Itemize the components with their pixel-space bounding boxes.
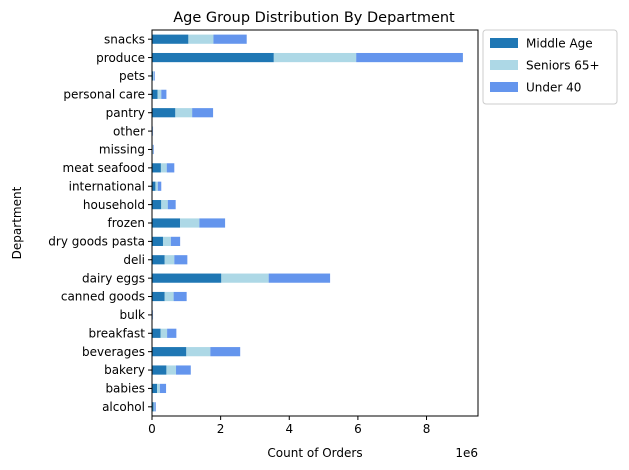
bar-segment: [152, 365, 167, 375]
bar-segment: [167, 200, 176, 210]
bar-segment: [186, 347, 211, 357]
y-tick-label: deli: [123, 253, 145, 267]
legend-swatch: [490, 38, 518, 48]
bar-segment: [173, 291, 187, 302]
bar-segment: [166, 365, 177, 375]
x-tick-layer: 0 2 4 6 8: [148, 416, 430, 436]
y-tick-label: pantry: [106, 106, 145, 120]
bar-segment: [153, 144, 154, 155]
bar-segment: [152, 163, 161, 173]
y-tick-label: breakfast: [88, 326, 145, 340]
bar-segment: [152, 218, 181, 228]
y-axis-label: Department: [10, 186, 24, 259]
bar-segment: [221, 273, 269, 283]
legend-swatch: [490, 60, 518, 70]
bar-segment: [152, 402, 154, 412]
x-tick-label: 8: [423, 422, 431, 436]
bar-segment: [210, 347, 241, 357]
x-tick-label: 4: [285, 422, 293, 436]
bar-segment: [268, 273, 331, 283]
bar-segment: [152, 89, 158, 99]
bar-segment: [161, 200, 168, 210]
x-tick-label: 2: [217, 422, 225, 436]
bar-segment: [160, 163, 167, 173]
bar-segment: [356, 52, 463, 63]
bar-segment: [152, 255, 165, 265]
bar-segment: [152, 291, 165, 302]
y-tick-label: produce: [96, 51, 145, 65]
bars-layer: [152, 34, 463, 412]
bar-segment: [213, 34, 247, 44]
bar-segment: [180, 218, 200, 228]
y-tick-label: snacks: [104, 32, 145, 46]
bar-segment: [152, 71, 154, 81]
y-tick-label: other: [113, 124, 145, 138]
bar-segment: [164, 291, 174, 302]
y-tick-label: missing: [99, 143, 145, 157]
legend: Middle Age Seniors 65+ Under 40: [482, 29, 618, 105]
legend-label: Middle Age: [526, 37, 593, 51]
x-tick-label: 0: [148, 422, 156, 436]
bar-segment: [152, 347, 187, 357]
bar-segment: [157, 89, 162, 99]
y-tick-label: dairy eggs: [82, 271, 145, 285]
y-tick-label: alcohol: [102, 400, 145, 414]
bar-segment: [152, 181, 156, 191]
bar-segment: [170, 236, 181, 246]
bar-segment: [153, 71, 154, 81]
bar-segment: [152, 200, 162, 210]
y-tick-label: meat seafood: [63, 161, 145, 175]
y-tick-label: personal care: [63, 88, 145, 102]
plot-frame: [151, 29, 479, 417]
bar-segment: [153, 71, 155, 81]
bar-segment: [152, 108, 176, 118]
y-tick-label: babies: [105, 382, 145, 396]
bar-segment: [166, 163, 175, 173]
bar-segment: [152, 328, 161, 338]
legend-swatch: [490, 82, 518, 92]
bar-segment: [152, 383, 158, 394]
bar-segment: [199, 218, 226, 228]
bar-segment: [159, 383, 167, 394]
bar-segment: [161, 89, 167, 99]
bar-segment: [155, 181, 158, 191]
y-tick-label: international: [69, 179, 145, 193]
y-tick-label: dry goods pasta: [48, 235, 145, 249]
bar-segment: [152, 236, 163, 246]
bar-segment: [160, 328, 168, 338]
y-tick-label: bakery: [104, 363, 145, 377]
bar-segment: [154, 402, 156, 412]
x-axis-label: Count of Orders: [267, 446, 362, 460]
y-tick-label: canned goods: [61, 290, 145, 304]
bar-segment: [157, 383, 160, 394]
bar-segment: [192, 108, 214, 118]
y-tick-label: bulk: [119, 308, 145, 322]
y-tick-label: frozen: [107, 216, 145, 230]
bar-segment: [162, 236, 171, 246]
y-tick-label: beverages: [82, 345, 145, 359]
x-tick-label: 6: [354, 422, 362, 436]
bar-segment: [152, 52, 274, 63]
bar-segment: [152, 273, 222, 283]
bar-segment: [167, 328, 177, 338]
x-axis-offset-label: 1e6: [455, 446, 478, 460]
y-tick-layer: alcohol babies bakery beverages breakfast bul…: [48, 32, 152, 414]
bar-segment: [164, 255, 175, 265]
bar-segment: [152, 34, 189, 44]
y-tick-label: pets: [119, 69, 145, 83]
bar-segment: [153, 402, 155, 412]
legend-label: Under 40: [526, 81, 581, 95]
bar-segment: [175, 108, 193, 118]
bar-segment: [188, 34, 214, 44]
chart-title: Age Group Distribution By Department: [173, 10, 455, 26]
bar-segment: [174, 255, 188, 265]
y-tick-label: household: [83, 198, 145, 212]
legend-label: Seniors 65+: [526, 59, 600, 73]
bar-segment: [157, 181, 162, 191]
bar-segment: [176, 365, 191, 375]
bar-segment: [273, 52, 357, 63]
